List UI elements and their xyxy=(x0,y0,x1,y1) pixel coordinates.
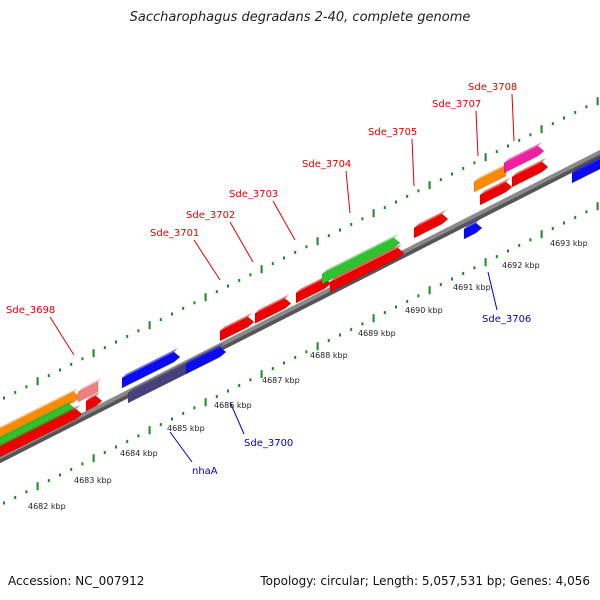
gene-feature[interactable] xyxy=(321,237,401,285)
genome-title: Saccharophagus degradans 2-40, complete … xyxy=(129,10,471,25)
leader-line xyxy=(487,271,498,311)
gene-feature[interactable] xyxy=(511,161,549,188)
gene-label-sde_3703: Sde_3703 xyxy=(229,189,278,200)
gene-label-sde_3706: Sde_3706 xyxy=(482,314,531,325)
kbp-label: 4693 kbp xyxy=(550,239,588,248)
kbp-label: 4684 kbp xyxy=(120,449,158,458)
kbp-label: 4688 kbp xyxy=(310,351,348,360)
gene-feature[interactable] xyxy=(329,247,405,293)
kbp-label: 4682 kbp xyxy=(28,502,66,511)
upper-tick-track xyxy=(3,97,599,400)
gene-label-sde_3705: Sde_3705 xyxy=(368,127,417,138)
gene-feature[interactable] xyxy=(121,351,181,389)
gene-feature-top xyxy=(296,274,329,293)
gene-feature-top xyxy=(78,378,102,392)
gene-label-sde_3704: Sde_3704 xyxy=(302,159,351,170)
gene-label-sde_3708: Sde_3708 xyxy=(468,82,517,93)
kbp-label: 4683 kbp xyxy=(74,476,112,485)
gene-feature[interactable] xyxy=(503,145,545,174)
leader-line xyxy=(193,239,221,281)
kbp-label: 4686 kbp xyxy=(214,401,252,410)
gene-feature-top xyxy=(572,157,600,173)
gene-feature[interactable] xyxy=(295,278,332,304)
gene-feature[interactable] xyxy=(571,156,600,184)
gene-label-sde_3707: Sde_3707 xyxy=(432,99,481,110)
gene-feature-top xyxy=(474,162,510,182)
gene-feature-top xyxy=(186,343,224,364)
gene-feature-top xyxy=(0,388,78,429)
gene-feature[interactable] xyxy=(85,395,103,412)
kbp-label: 4687 kbp xyxy=(262,376,300,385)
gene-label-sde_3702: Sde_3702 xyxy=(186,210,235,221)
leader-line xyxy=(475,110,479,157)
leader-line xyxy=(49,316,75,356)
gene-feature-top xyxy=(512,158,546,177)
gene-label-sde_3698: Sde_3698 xyxy=(6,305,55,316)
gene-feature-top xyxy=(122,348,178,378)
leader-line xyxy=(169,431,193,463)
kbp-labels: 4682 kbp 4683 kbp 4684 kbp 4685 kbp 4686 kbp… xyxy=(28,239,588,511)
backbone-line xyxy=(0,149,600,460)
gene-labels: Sde_3698 Sde_3701 Sde_3702 Sde_3703 Sde_3704… xyxy=(6,82,531,477)
gene-feature[interactable] xyxy=(77,381,99,403)
genome-backbone xyxy=(0,149,600,464)
gene-features[interactable] xyxy=(0,142,600,462)
leader-line xyxy=(229,401,245,435)
gene-feature-top xyxy=(464,219,480,229)
kbp-label: 4691 kbp xyxy=(453,283,491,292)
kbp-label: 4692 kbp xyxy=(502,261,540,270)
gene-feature[interactable] xyxy=(219,316,255,342)
gene-label-nhaa: nhaA xyxy=(192,466,218,477)
gene-feature[interactable] xyxy=(463,222,483,240)
genome-summary-text: Topology: circular; Length: 5,057,531 bp… xyxy=(260,574,590,588)
gene-feature-top xyxy=(86,392,100,401)
gene-feature-top xyxy=(255,294,289,314)
gene-label-sde_3700: Sde_3700 xyxy=(244,438,293,449)
label-leaders xyxy=(49,93,515,463)
gene-feature-top xyxy=(504,142,542,163)
gene-feature-top xyxy=(128,359,192,393)
gene-feature-top xyxy=(330,244,402,282)
gene-feature[interactable] xyxy=(185,346,227,375)
gene-feature[interactable] xyxy=(413,213,449,239)
leader-line xyxy=(229,221,254,263)
gene-feature-top xyxy=(220,313,252,331)
gene-feature-top xyxy=(322,234,398,274)
accession-text: Accession: NC_007912 xyxy=(8,574,145,588)
lower-tick-track xyxy=(3,202,599,505)
leader-line xyxy=(511,93,515,142)
gene-feature-top xyxy=(480,178,510,195)
gene-feature[interactable] xyxy=(254,298,292,324)
kbp-label: 4690 kbp xyxy=(405,306,443,315)
kbp-label: 4685 kbp xyxy=(167,424,205,433)
leader-line xyxy=(345,170,351,214)
leader-line xyxy=(272,200,296,241)
gene-feature-top xyxy=(0,399,73,438)
gene-label-sde_3701: Sde_3701 xyxy=(150,228,199,239)
leader-line xyxy=(411,138,415,187)
kbp-label: 4689 kbp xyxy=(358,329,396,338)
gene-feature-top xyxy=(0,405,80,447)
gene-feature[interactable] xyxy=(479,181,513,206)
gene-feature-top xyxy=(414,210,446,228)
gene-feature[interactable] xyxy=(0,408,83,462)
gene-feature[interactable] xyxy=(473,165,507,193)
backbone-shadow xyxy=(0,151,600,464)
